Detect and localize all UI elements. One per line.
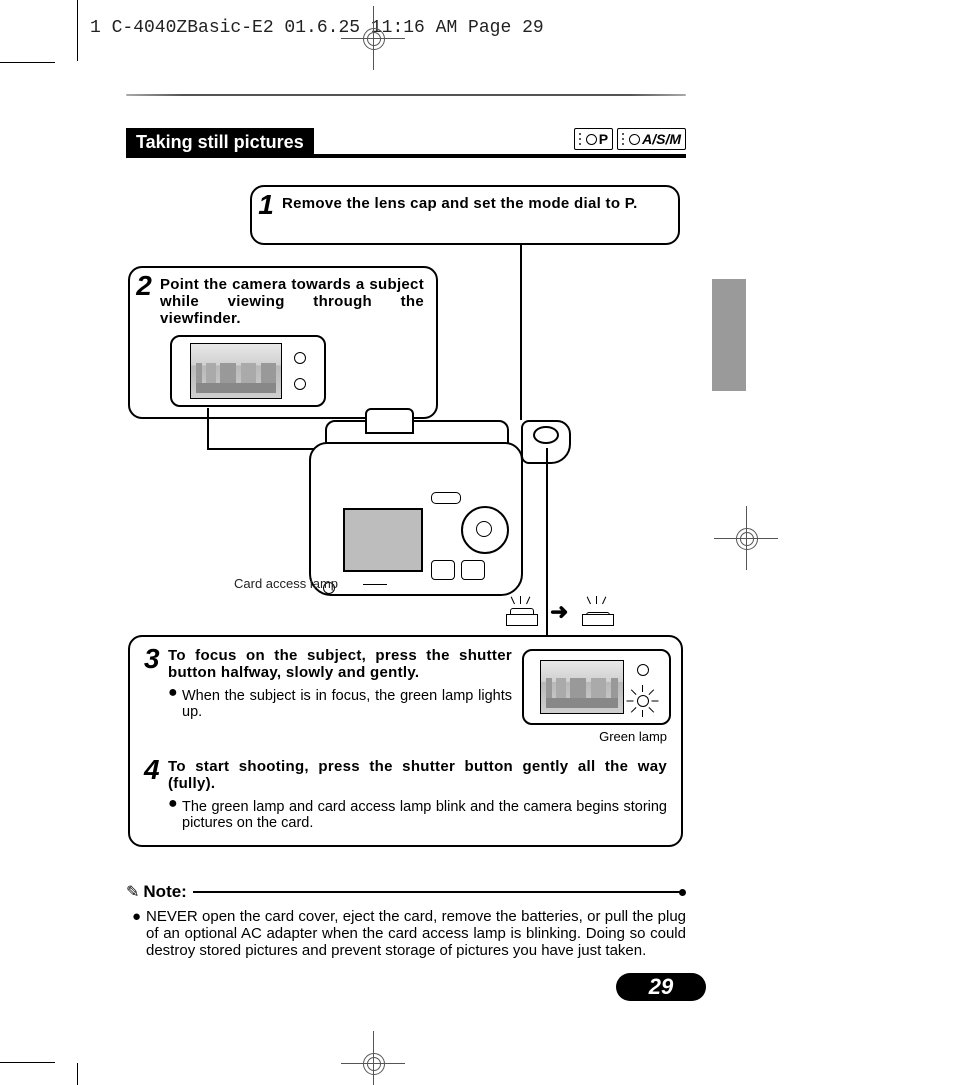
mode-badges: P A/S/M — [570, 128, 686, 150]
content-column: Taking still pictures P A/S/M — [126, 94, 686, 158]
pencil-icon: ✎ — [126, 882, 139, 902]
mode-badge-asm: A/S/M — [617, 128, 686, 150]
step-4-number: 4 — [144, 758, 168, 831]
note-text: NEVER open the card cover, eject the car… — [146, 908, 686, 959]
step-1-text: Remove the lens cap and set the mode dia… — [282, 195, 666, 212]
page-number: 29 — [616, 973, 706, 1001]
step-2-box: 2 Point the camera towards a subject whi… — [128, 266, 438, 419]
viewfinder-scene-icon — [540, 660, 624, 714]
viewfinder-scene-icon — [190, 343, 282, 399]
crop-mark — [0, 62, 55, 63]
step-3-number: 3 — [144, 647, 168, 744]
step-3-bullet: When the subject is in focus, the green … — [182, 688, 512, 720]
step-2-number: 2 — [129, 267, 159, 420]
registration-mark — [355, 20, 391, 56]
section-rule — [126, 94, 686, 96]
dpad-icon — [461, 506, 509, 554]
step-2-text: Point the camera towards a subject while… — [160, 276, 424, 327]
step-1-box: 1 Remove the lens cap and set the mode d… — [250, 185, 680, 245]
viewfinder-illustration — [170, 335, 326, 407]
card-access-lamp-label: Card access lamp — [234, 576, 338, 591]
mode-badge-asm-label: A/S/M — [642, 131, 681, 147]
print-slug: 1 C-4040ZBasic-E2 01.6.25 11:16 AM Page … — [90, 18, 544, 38]
lcd-screen-icon — [343, 508, 423, 572]
step-3-4-box: 3 — [128, 635, 683, 847]
arrow-right-icon: ➜ — [550, 599, 568, 625]
callout-line — [207, 408, 209, 448]
camera-dot-icon — [629, 134, 640, 145]
bullet-icon: ● — [132, 908, 146, 959]
note-rule-dot-icon — [679, 889, 686, 896]
manual-page: 1 C-4040ZBasic-E2 01.6.25 11:16 AM Page … — [0, 0, 954, 1085]
green-lamp-label: Green lamp — [522, 729, 667, 744]
camera-dot-icon — [586, 134, 597, 145]
callout-line — [520, 245, 522, 420]
registration-mark — [728, 520, 764, 556]
step-4-bullet: The green lamp and card access lamp blin… — [182, 799, 667, 831]
lamp-dot-icon — [294, 352, 306, 364]
viewfinder-illustration — [522, 649, 671, 725]
crop-mark — [0, 1062, 55, 1063]
note-section: ✎ Note: ● NEVER open the card cover, eje… — [126, 862, 686, 959]
step-1-number: 1 — [251, 186, 281, 246]
registration-mark — [355, 1045, 391, 1081]
shutter-half-press-icon — [500, 598, 542, 626]
mode-badge-p: P — [574, 128, 613, 150]
thumb-index-tab — [712, 279, 746, 391]
callout-line — [363, 584, 387, 585]
bullet-icon: ● — [168, 795, 182, 831]
shutter-press-illustration: ➜ — [500, 592, 682, 632]
crop-mark — [77, 1063, 78, 1085]
lamp-dot-icon — [294, 378, 306, 390]
mode-badge-p-label: P — [599, 131, 608, 147]
note-rule — [193, 891, 681, 893]
bullet-icon: ● — [168, 684, 182, 720]
step-4-text: To start shooting, press the shutter but… — [168, 758, 667, 792]
section-heading-row: Taking still pictures P A/S/M — [126, 128, 686, 158]
crop-mark — [77, 0, 78, 61]
green-lamp-icon — [632, 660, 654, 714]
shutter-full-press-icon — [576, 598, 618, 626]
note-label: Note: — [143, 882, 186, 902]
camera-illustration — [305, 410, 565, 600]
